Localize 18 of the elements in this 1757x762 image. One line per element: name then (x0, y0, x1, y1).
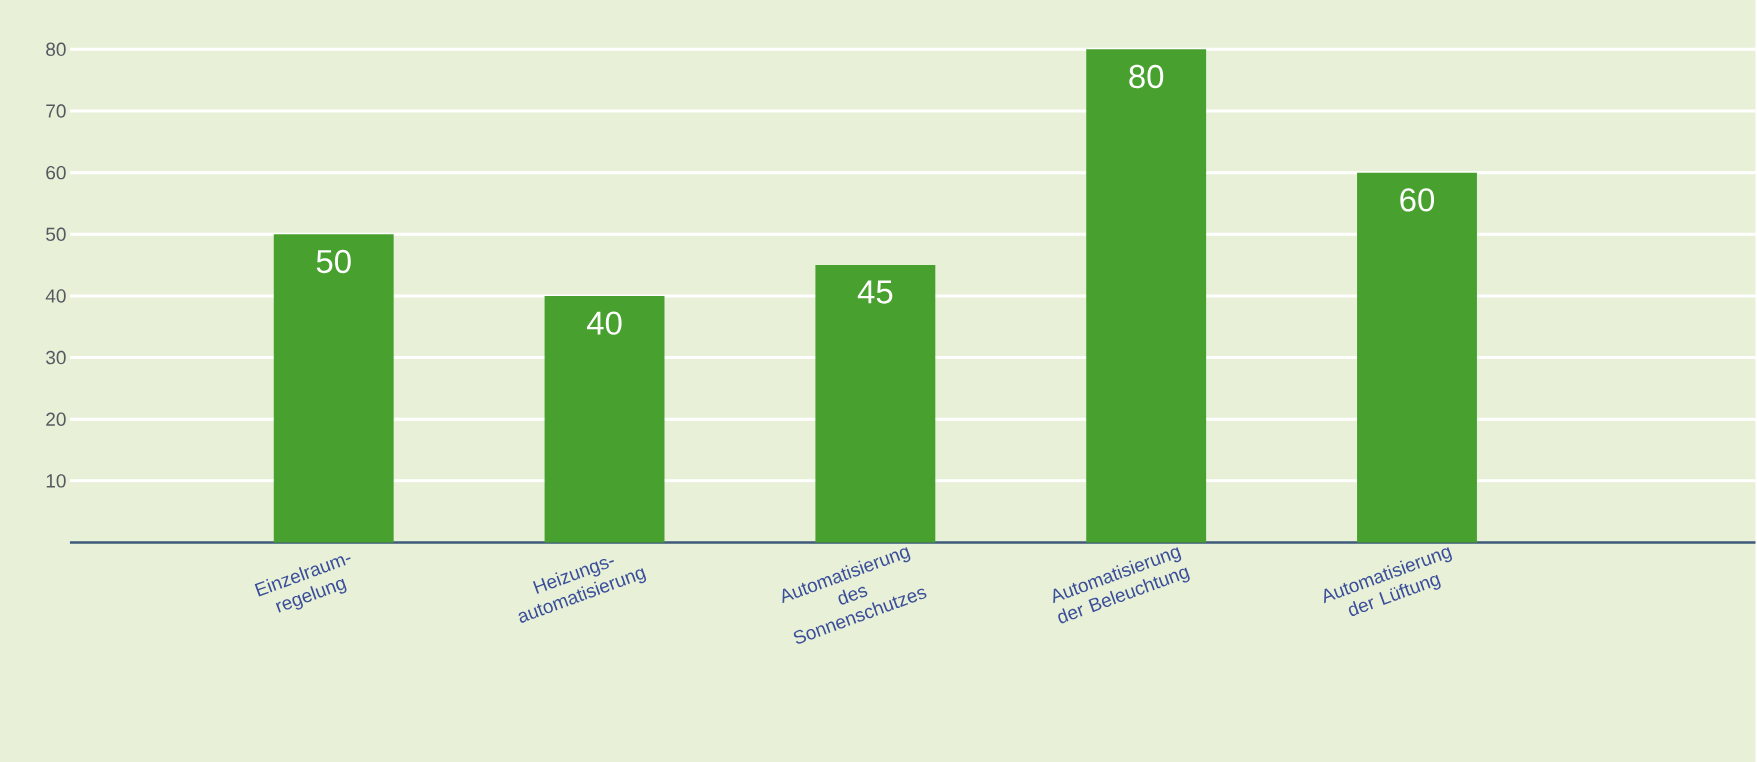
data-label: 45 (857, 280, 893, 304)
bar (1357, 172, 1477, 543)
data-label: 50 (316, 249, 351, 273)
y-tick-label: 70 (46, 104, 66, 118)
bar (1086, 49, 1207, 543)
bar (273, 234, 394, 543)
y-tick-label: 50 (46, 227, 66, 241)
y-tick-label: 20 (46, 412, 66, 426)
y-tick-label: 60 (46, 165, 66, 180)
y-tick-label: 10 (46, 474, 66, 488)
y-tick-label: 40 (45, 289, 66, 303)
bar (544, 295, 665, 543)
data-label: 60 (1400, 187, 1435, 212)
y-tick-label: 80 (46, 42, 66, 56)
bar (815, 264, 936, 543)
data-label: 80 (1129, 64, 1164, 89)
y-tick-label: 30 (46, 350, 66, 365)
data-label: 40 (586, 311, 622, 335)
